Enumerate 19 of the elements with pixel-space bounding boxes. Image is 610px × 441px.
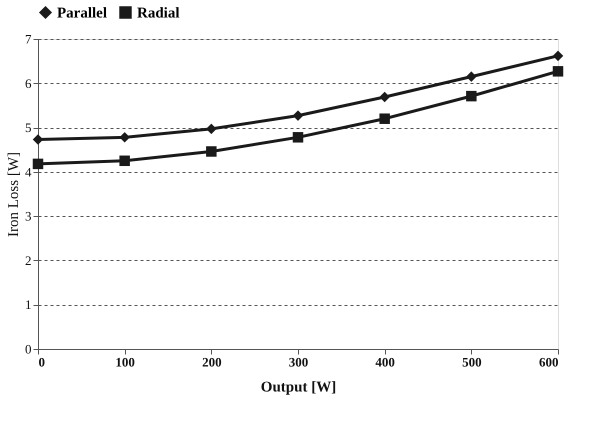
x-tick-label: 500 <box>462 354 482 370</box>
y-axis-title: Iron Loss [W] <box>6 152 22 237</box>
x-tick-label: 0 <box>38 354 45 370</box>
legend-label: Parallel <box>57 6 107 22</box>
x-tick-label: 300 <box>288 354 308 370</box>
y-tick-label: 5 <box>25 120 32 136</box>
y-tick-label: 3 <box>25 208 32 224</box>
x-axis-title: Output [W] <box>260 380 336 396</box>
x-tick-label: 400 <box>375 354 395 370</box>
x-tick-label: 200 <box>202 354 222 370</box>
legend-label: Radial <box>137 6 180 22</box>
y-tick-label: 4 <box>25 164 32 180</box>
x-tick-label: 600 <box>539 354 558 370</box>
y-tick-label: 1 <box>25 297 32 312</box>
y-tick-label: 6 <box>25 76 32 91</box>
y-tick-label: 7 <box>25 32 32 46</box>
y-tick-label: 0 <box>25 342 32 356</box>
y-tick-label: 2 <box>25 252 32 268</box>
x-tick-label: 100 <box>115 354 135 370</box>
